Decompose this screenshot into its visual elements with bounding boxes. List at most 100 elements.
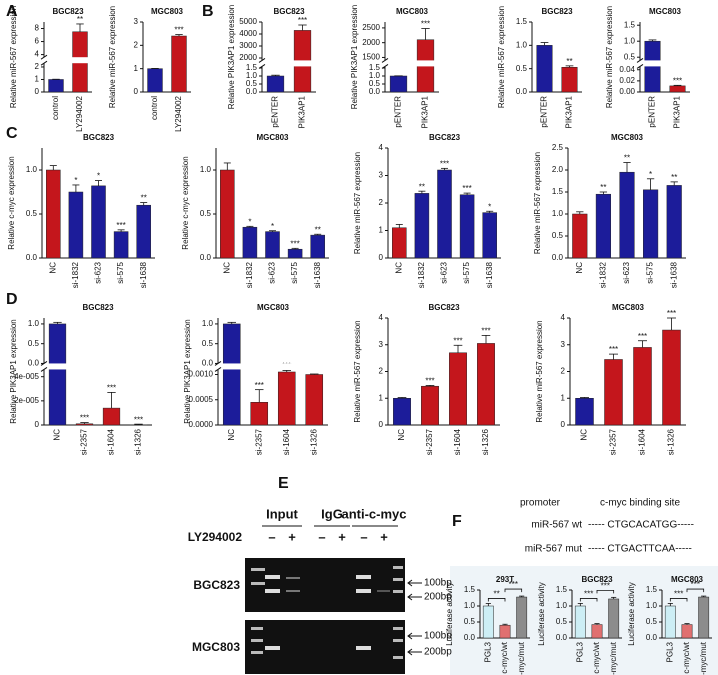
x-tick-label: PGL3 — [665, 641, 674, 662]
y-tick-label: 0.0 — [369, 87, 381, 96]
significance: *** — [107, 384, 116, 393]
y-tick-label: 1.5 — [624, 20, 636, 29]
significance: * — [649, 170, 652, 179]
x-tick-label: si-1604 — [107, 428, 116, 455]
y-tick-label: 0.0 — [26, 253, 38, 262]
y-tick-label: 1.0 — [556, 601, 568, 610]
y-tick-label: 1500 — [362, 53, 380, 62]
sign: – — [360, 529, 367, 544]
x-tick-label: NC — [575, 262, 584, 274]
y-axis-label: Luciferase activity — [627, 582, 636, 646]
y-tick-label: 1 — [35, 75, 40, 84]
y-tick-label: 0 — [35, 420, 40, 429]
y-tick-label: 2500 — [362, 23, 380, 32]
chart-title: 293T — [496, 575, 514, 584]
y-tick-label: 0.0 — [556, 633, 568, 642]
x-tick-label: control — [51, 96, 60, 120]
significance: *** — [174, 26, 183, 35]
bar — [277, 371, 296, 426]
x-tick-label: si-1638 — [669, 261, 678, 288]
y-tick-label: 0.5 — [516, 64, 528, 73]
y-axis-label: Relative miR-567 expression — [108, 6, 117, 108]
x-tick-label: LY294002 — [174, 95, 183, 131]
x-tick-label: si-1832 — [417, 261, 426, 288]
x-tick-label: NC — [48, 262, 57, 274]
y-tick-label: 1.5 — [552, 187, 564, 196]
sign: + — [380, 529, 388, 544]
bar — [669, 85, 686, 93]
y-tick-label: 1.0 — [200, 165, 212, 174]
bar — [46, 169, 61, 259]
y-tick-label: 0.5 — [246, 79, 258, 88]
significance: *** — [80, 414, 89, 423]
x-tick-label: c-myc/mut — [517, 641, 526, 675]
x-tick-label: si-1604 — [638, 428, 647, 455]
axis-break — [640, 60, 691, 67]
y-tick-label: 0.0 — [246, 87, 258, 96]
significance: ** — [77, 15, 83, 24]
gel-header: IgG — [321, 506, 343, 521]
chart-title: MGC803 — [396, 7, 429, 16]
y-tick-label: 3 — [379, 340, 384, 349]
gel-image — [245, 558, 405, 612]
x-tick-label: PIK3AP1 — [673, 95, 682, 128]
significance: *** — [509, 580, 518, 589]
chart-title: MGC803 — [649, 7, 682, 16]
significance: ** — [624, 154, 630, 163]
y-tick-label: 3000 — [239, 41, 257, 50]
x-tick-label: LY294002 — [75, 95, 84, 131]
significance: *** — [601, 581, 610, 590]
y-tick-label: 2 — [35, 62, 40, 71]
gel-header: anti-c-myc — [341, 506, 406, 521]
y-axis-label: Relative PIK3AP1 expression — [227, 5, 236, 110]
significance: *** — [310, 365, 319, 374]
bar — [575, 398, 594, 426]
bar — [482, 212, 497, 259]
bar — [644, 40, 661, 93]
marker-label: 100bp — [424, 578, 452, 589]
marker-label: 100bp — [424, 631, 452, 642]
y-tick-label: 3 — [134, 17, 139, 26]
break-mark — [214, 361, 222, 372]
axis-break — [44, 363, 153, 370]
x-tick-label: si-575 — [290, 261, 299, 283]
sign: + — [338, 529, 346, 544]
bar — [591, 624, 603, 639]
x-tick-label: NC — [227, 429, 236, 441]
bar — [449, 352, 467, 426]
marker-arrows — [407, 579, 422, 656]
bar — [482, 605, 494, 639]
y-tick-label: 1.0 — [246, 71, 258, 80]
sign: – — [268, 529, 275, 544]
y-axis-label: Relative PIK3AP1 expression — [350, 5, 359, 110]
bar — [516, 596, 528, 639]
x-tick-label: pENTER — [648, 96, 657, 128]
bar — [698, 596, 710, 639]
x-tick-label: PIK3AP1 — [298, 95, 307, 128]
y-tick-label: 0.0000 — [189, 420, 214, 429]
y-tick-label: 0.5 — [28, 339, 40, 348]
y-tick-label: 4 — [379, 143, 384, 152]
y-tick-label: 1.0 — [624, 36, 636, 45]
y-tick-label: 5000 — [239, 17, 257, 26]
x-tick-label: si-2357 — [254, 428, 263, 455]
panel-letter: C — [6, 125, 18, 142]
x-tick-label: NC — [394, 262, 403, 274]
bar — [91, 185, 106, 259]
break-mark — [258, 57, 266, 69]
y-tick-label: 1.0 — [516, 40, 528, 49]
gel-panel: Input IgG anti-c-myc LY294002 – + – + – … — [188, 506, 452, 674]
chart-title: BGC823 — [428, 303, 460, 312]
y-tick-label: 0.0 — [552, 253, 564, 262]
row-label: BGC823 — [193, 578, 240, 592]
y-tick-label: 1 — [379, 226, 384, 235]
y-tick-label: 1.5 — [369, 63, 381, 72]
treatment-label: LY294002 — [188, 530, 243, 544]
sequence: ----- CTGCACATGG----- — [588, 520, 694, 531]
significance: *** — [255, 381, 264, 390]
x-tick-label: c-myc/mut — [609, 641, 618, 675]
chart-title: MGC803 — [611, 133, 644, 142]
y-tick-label: 1 — [134, 64, 139, 73]
y-axis-label: Relative miR-567 expression — [9, 6, 18, 108]
y-tick-label: 0.5 — [369, 79, 381, 88]
